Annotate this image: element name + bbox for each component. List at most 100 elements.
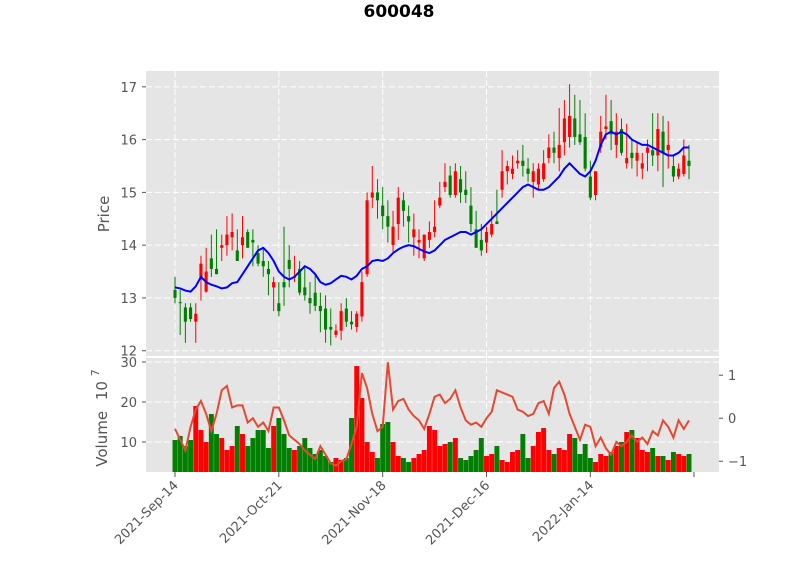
- volume-bar: [619, 442, 624, 472]
- candle-body: [183, 307, 187, 322]
- volume-bar: [515, 450, 521, 472]
- volume-bar: [317, 450, 323, 472]
- candle-body: [453, 171, 457, 196]
- volume-bar: [634, 438, 640, 472]
- volume-bar: [307, 448, 313, 472]
- candle-body: [318, 305, 322, 312]
- candle: [318, 292, 322, 333]
- candle-body: [547, 147, 551, 159]
- candle: [536, 163, 540, 190]
- candle: [282, 226, 286, 306]
- volume-bar: [556, 448, 562, 472]
- candle-body: [324, 308, 328, 330]
- candle: [427, 221, 431, 248]
- candle: [438, 181, 442, 209]
- candle: [453, 163, 457, 198]
- candle: [448, 166, 452, 198]
- candle-body: [505, 166, 509, 172]
- price-panel: 12 13 14 15 16 17 Price: [95, 71, 719, 360]
- candle-body: [479, 239, 483, 251]
- candle: [484, 226, 489, 254]
- candle-body: [495, 221, 499, 225]
- volume-bar: [458, 458, 464, 472]
- candle: [682, 139, 686, 177]
- volume-bar: [582, 444, 588, 472]
- candle: [272, 276, 276, 312]
- volume-bar: [676, 454, 682, 472]
- price-axis-label: Price: [95, 196, 113, 233]
- candle: [443, 163, 447, 193]
- candle-body: [381, 205, 385, 217]
- candle: [578, 100, 582, 145]
- candle: [298, 261, 302, 296]
- candle-body: [329, 326, 333, 330]
- volume-bar: [276, 418, 282, 472]
- candle: [474, 210, 478, 248]
- price-ytick-label: 15: [120, 186, 137, 201]
- volume-bar: [328, 462, 334, 472]
- candle: [651, 113, 655, 166]
- candle-body: [282, 282, 286, 288]
- candle-body: [671, 166, 675, 177]
- candle: [407, 205, 411, 243]
- candle: [583, 113, 587, 172]
- volume-bar: [369, 452, 375, 472]
- price-ytick-label: 17: [120, 81, 137, 96]
- volume-bar: [478, 438, 484, 472]
- volume-bar: [520, 434, 526, 472]
- candle: [303, 266, 307, 301]
- volume-bar: [561, 450, 567, 472]
- volume-bar: [265, 448, 271, 472]
- volume-bar: [224, 450, 230, 472]
- candle-body: [500, 171, 504, 190]
- candle: [516, 150, 520, 169]
- candle-body: [272, 282, 276, 288]
- volume-bar: [198, 430, 204, 472]
- candle: [495, 189, 499, 225]
- candle-body: [427, 231, 431, 240]
- candle: [334, 324, 338, 338]
- volume-bar: [447, 442, 453, 472]
- candle: [568, 84, 572, 148]
- candle: [240, 216, 245, 259]
- volume-bar: [510, 452, 515, 472]
- volume-bar: [343, 458, 349, 472]
- volume-bar: [535, 432, 541, 472]
- volume-bar: [234, 426, 240, 472]
- volume-bar: [551, 454, 557, 472]
- volume-bar: [312, 454, 318, 472]
- candle: [505, 160, 509, 185]
- candle-body: [536, 168, 540, 185]
- candle-body: [266, 268, 271, 275]
- candle-body: [573, 118, 577, 137]
- volume-bar: [603, 456, 609, 472]
- candle-body: [625, 158, 629, 164]
- volume-bar: [182, 446, 188, 472]
- volume-bar: [229, 446, 235, 472]
- volume-bar: [577, 454, 583, 472]
- secondary-ytick-label: −1: [728, 455, 747, 470]
- candle: [510, 155, 515, 180]
- candle: [490, 210, 494, 238]
- candle-body: [666, 144, 670, 151]
- volume-bar: [245, 446, 251, 472]
- candle-body: [256, 253, 260, 264]
- price-ytick-label: 16: [120, 134, 137, 149]
- volume-bar: [375, 458, 380, 472]
- candle: [178, 290, 182, 335]
- volume-bar: [400, 458, 406, 472]
- candle: [277, 282, 281, 317]
- candle: [266, 261, 271, 296]
- price-plot-area: [146, 71, 719, 356]
- volume-bar: [364, 442, 370, 472]
- candle-body: [578, 134, 582, 143]
- candle: [344, 297, 348, 327]
- candle: [671, 155, 675, 182]
- volume-bar: [177, 436, 183, 472]
- candle: [557, 107, 561, 172]
- volume-bar: [463, 460, 469, 472]
- candle: [542, 150, 546, 182]
- candle-body: [635, 152, 639, 161]
- candle: [552, 131, 556, 164]
- candle-body: [240, 237, 245, 246]
